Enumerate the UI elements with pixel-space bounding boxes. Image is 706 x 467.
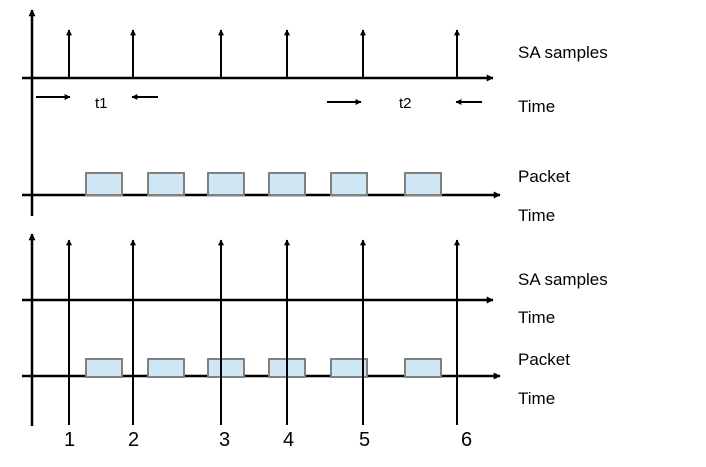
bottom-packets	[85, 358, 442, 378]
packet-box	[85, 358, 123, 378]
bottom-sa-samples-label: SA samples	[518, 270, 608, 289]
top-sa-samples	[66, 29, 460, 78]
marker-number: 5	[359, 429, 370, 451]
top-time-label-2: Time	[518, 206, 555, 225]
marker-number: 4	[283, 429, 294, 451]
top-packets	[85, 172, 442, 196]
packet-box	[207, 172, 245, 196]
packet-box	[85, 172, 123, 196]
packet-box	[404, 358, 442, 378]
sample-markers: 1 2 3 4 5 6	[64, 429, 472, 451]
top-panel: t1 t2 SA samples Time Packet Time	[22, 9, 608, 225]
packet-box	[147, 358, 185, 378]
marker-number: 2	[128, 429, 139, 451]
t1-label: t1	[95, 95, 108, 112]
top-sa-samples-label: SA samples	[518, 43, 608, 62]
packet-box	[207, 358, 245, 378]
packet-box	[330, 172, 368, 196]
bottom-panel: 1 2 3 4 5 6 SA samples Time Packet Time	[22, 233, 608, 451]
top-packet-label: Packet	[518, 167, 570, 186]
marker-number: 1	[64, 429, 75, 451]
packet-box	[404, 172, 442, 196]
bottom-time-label-1: Time	[518, 308, 555, 327]
packet-box	[268, 172, 306, 196]
packet-box	[147, 172, 185, 196]
bottom-time-label-2: Time	[518, 389, 555, 408]
marker-number: 6	[461, 429, 472, 451]
t2-label: t2	[399, 95, 412, 112]
bottom-sa-samples	[66, 239, 460, 425]
top-time-label-1: Time	[518, 97, 555, 116]
packet-box	[330, 358, 368, 378]
marker-number: 3	[219, 429, 230, 451]
bottom-packet-label: Packet	[518, 350, 570, 369]
